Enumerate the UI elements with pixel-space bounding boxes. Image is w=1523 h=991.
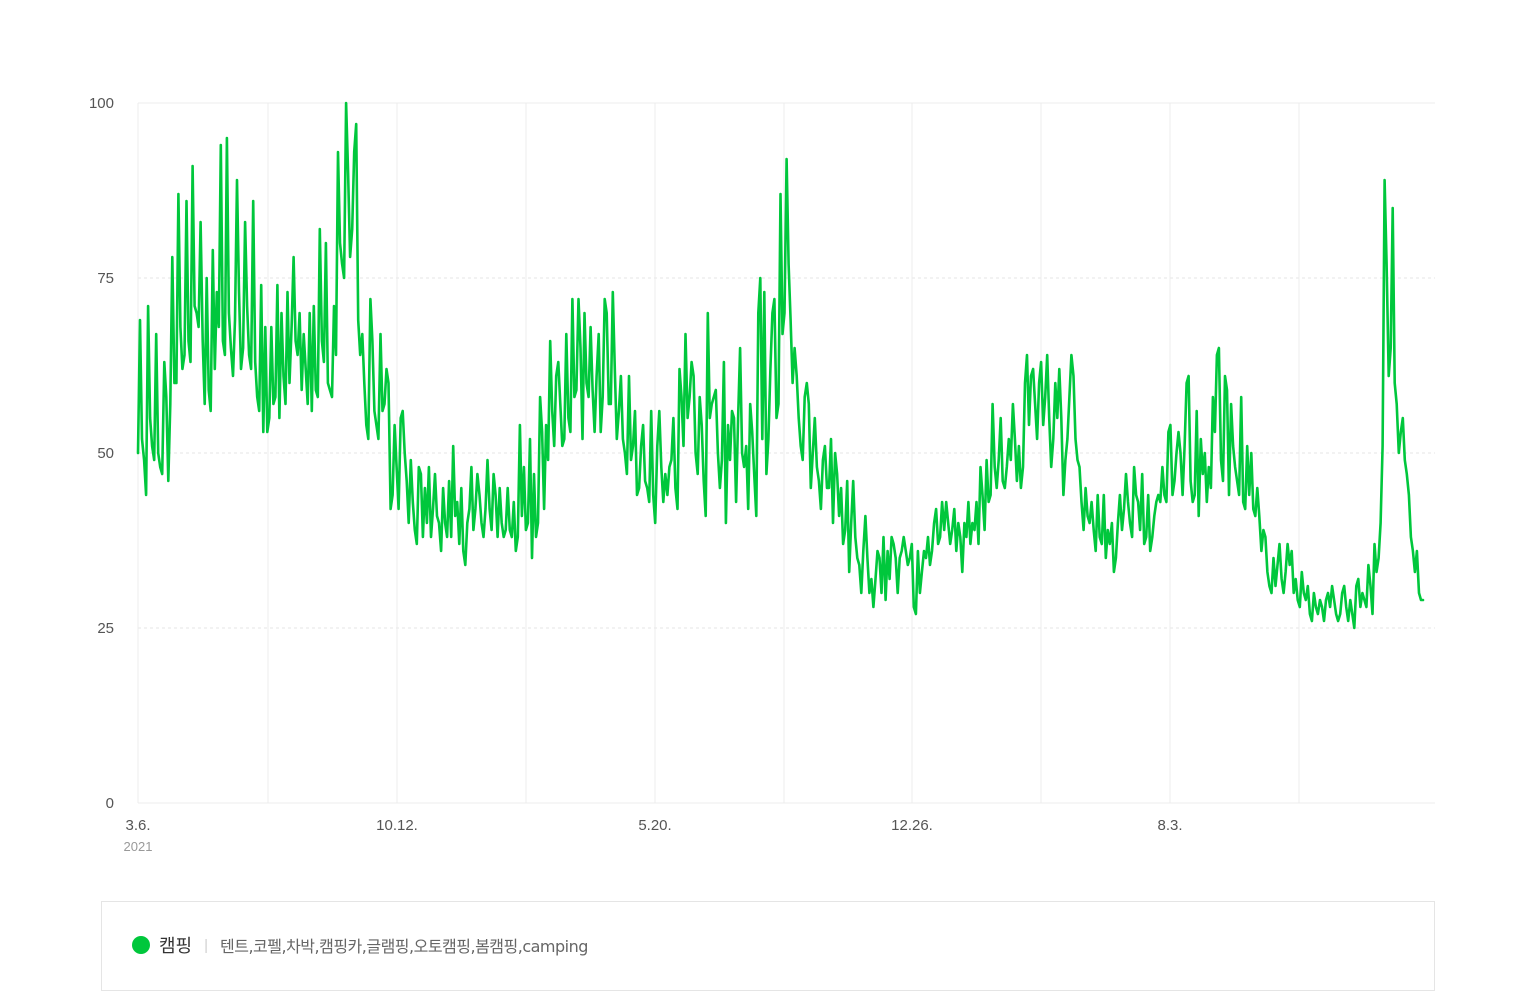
y-tick-label: 100: [89, 95, 114, 112]
y-tick-label: 75: [97, 270, 114, 287]
y-tick-label: 25: [97, 620, 114, 637]
y-tick-label: 0: [106, 795, 114, 812]
legend-keywords: 텐트,코펠,차박,캠핑카,글램핑,오토캠핑,봄캠핑,camping: [220, 937, 588, 956]
legend-marker-icon: [132, 936, 150, 954]
line-chart-svg: 0 25 50 75 100 3.6. 10.12. 5.20. 12.26. 8.3. 2021: [89, 95, 1435, 854]
x-tick-label: 8.3.: [1157, 817, 1182, 834]
x-tick-label: 12.26.: [891, 817, 933, 834]
legend-series-name: 캠핑: [159, 936, 193, 957]
x-tick-label: 10.12.: [376, 817, 418, 834]
series-line-캠핑: [136, 101, 1425, 630]
y-tick-label: 50: [97, 445, 114, 462]
year-label: 2021: [124, 839, 153, 854]
trend-chart: 0 25 50 75 100 3.6. 10.12. 5.20. 12.26. 8.3. 2021: [89, 95, 1435, 854]
legend-box: 캠핑 | 텐트,코펠,차박,캠핑카,글램핑,오토캠핑,봄캠핑,camping: [101, 901, 1435, 991]
x-tick-label: 5.20.: [638, 817, 671, 834]
legend-separator: |: [204, 936, 209, 954]
legend-item[interactable]: 캠핑 | 텐트,코펠,차박,캠핑카,글램핑,오토캠핑,봄캠핑,camping: [132, 932, 588, 958]
x-tick-label: 3.6.: [125, 817, 150, 834]
